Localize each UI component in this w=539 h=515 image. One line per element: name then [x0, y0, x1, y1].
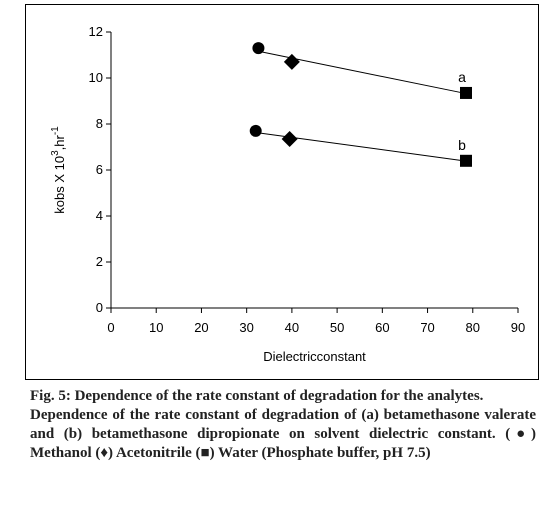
x-tick-label: 90: [511, 320, 525, 335]
x-tick-label: 20: [194, 320, 208, 335]
y-tick-label: 2: [96, 254, 103, 269]
y-tick-label: 8: [96, 116, 103, 131]
x-tick-label: 80: [466, 320, 480, 335]
y-tick-label: 6: [96, 162, 103, 177]
y-tick-label: 12: [89, 24, 103, 39]
scatter-chart: 0 2 4 6 8 10 12 0 10 20 30 40 50 60 70 80 90 Dielectricco…: [50, 24, 525, 364]
data-point-circle: [252, 42, 265, 55]
figure-caption: Fig. 5: Dependence of the rate constant …: [30, 387, 536, 463]
data-point-square: [459, 86, 472, 99]
x-tick-label: 0: [107, 320, 114, 335]
data-point-diamond: [281, 130, 298, 147]
data-point-square: [459, 154, 472, 167]
x-axis-title: Dielectricconstant: [263, 349, 366, 364]
y-tick-label: 0: [96, 300, 103, 315]
y-axis-title: kobs X 103,hr-1: [50, 126, 67, 214]
data-point-circle: [249, 124, 262, 137]
x-tick-label: 10: [149, 320, 163, 335]
caption-title: Fig. 5: Dependence of the rate constant …: [30, 388, 484, 404]
x-tick-label: 40: [285, 320, 299, 335]
x-tick-label: 50: [330, 320, 344, 335]
y-tick-label: 4: [96, 208, 103, 223]
series-label-b: b: [458, 137, 466, 153]
x-tick-label: 30: [239, 320, 253, 335]
series-label-a: a: [458, 69, 466, 85]
data-point-diamond: [283, 53, 300, 70]
x-tick-label: 60: [375, 320, 389, 335]
x-tick-label: 70: [420, 320, 434, 335]
chart-frame: 0 2 4 6 8 10 12 0 10 20 30 40 50 60 70 80 90 Dielectricco…: [25, 4, 539, 380]
y-tick-label: 10: [89, 70, 103, 85]
caption-body: Dependence of the rate constant of degra…: [30, 407, 536, 461]
